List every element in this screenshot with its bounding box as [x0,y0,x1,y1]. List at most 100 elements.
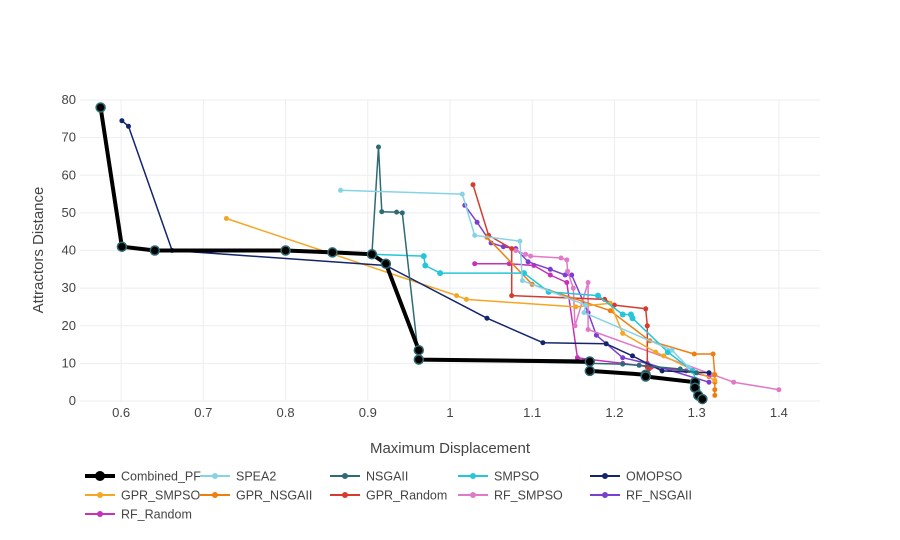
data-point-rf-random[interactable] [574,355,580,361]
data-point-smpso[interactable] [422,262,429,269]
data-point-rf-smpso[interactable] [776,387,782,393]
data-point-rf-smpso[interactable] [585,280,591,285]
data-point-nsgaii[interactable] [620,361,626,367]
data-point-rf-nsgaii[interactable] [569,272,575,278]
data-point-spea2[interactable] [583,302,589,308]
data-point-combined-pf[interactable] [327,247,338,258]
data-point-rf-smpso[interactable] [523,251,529,257]
data-point-gpr-smpso[interactable] [661,353,667,359]
data-point-smpso[interactable] [619,311,626,318]
data-point-rf-nsgaii[interactable] [562,272,568,278]
legend-item-gpr-smpso[interactable]: GPR_SMPSO [85,489,200,503]
data-point-gpr-smpso[interactable] [712,377,718,383]
data-point-combined-pf[interactable] [380,258,392,269]
data-point-combined-pf[interactable] [584,356,596,367]
legend-item-gpr-nsgaii[interactable]: GPR_NSGAII [200,489,312,503]
data-point-gpr-nsgaii[interactable] [607,308,613,314]
data-point-gpr-smpso[interactable] [653,349,659,355]
data-point-gpr-nsgaii[interactable] [712,372,718,378]
data-point-rf-random[interactable] [472,261,478,267]
data-point-nsgaii[interactable] [694,370,700,376]
data-point-omopso[interactable] [540,340,546,346]
data-point-spea2[interactable] [685,364,691,370]
data-point-rf-smpso[interactable] [572,323,578,329]
data-point-rf-smpso[interactable] [565,268,571,274]
data-point-combined-pf[interactable] [149,245,161,256]
data-point-nsgaii[interactable] [379,209,385,215]
data-point-spea2[interactable] [581,310,587,316]
data-point-combined-pf[interactable] [116,241,128,252]
legend-item-smpso[interactable]: SMPSO [458,470,539,484]
data-point-omopso[interactable] [659,368,665,374]
legend-item-gpr-random[interactable]: GPR_Random [330,489,447,503]
data-point-combined-pf[interactable] [413,344,425,356]
data-point-combined-pf[interactable] [280,245,291,256]
data-point-gpr-smpso[interactable] [573,304,579,310]
data-point-rf-smpso[interactable] [513,248,519,253]
data-point-spea2[interactable] [669,347,675,353]
data-point-rf-smpso[interactable] [528,253,534,259]
data-point-spea2[interactable] [517,238,523,244]
legend-item-rf-nsgaii[interactable]: RF_NSGAII [590,489,692,503]
data-point-rf-smpso[interactable] [731,379,737,385]
data-point-nsgaii[interactable] [636,362,642,368]
data-point-spea2[interactable] [338,187,344,193]
data-point-gpr-random[interactable] [509,293,515,299]
data-point-rf-nsgaii[interactable] [620,355,626,361]
data-point-nsgaii[interactable] [394,209,400,215]
legend-item-nsgaii[interactable]: NSGAII [330,470,408,484]
data-point-gpr-random[interactable] [643,306,649,312]
data-point-smpso[interactable] [664,349,671,356]
data-point-rf-nsgaii[interactable] [488,240,494,246]
data-point-combined-pf[interactable] [584,365,596,377]
data-point-omopso[interactable] [119,118,125,124]
data-point-nsgaii[interactable] [399,210,405,216]
data-point-omopso[interactable] [630,353,635,359]
data-point-combined-pf[interactable] [413,354,425,365]
data-point-gpr-smpso[interactable] [463,296,469,302]
data-point-gpr-smpso[interactable] [620,330,626,336]
data-point-rf-smpso[interactable] [558,255,564,261]
data-point-omopso[interactable] [484,315,490,321]
data-point-combined-pf[interactable] [366,249,378,260]
data-point-rf-nsgaii[interactable] [547,266,553,272]
data-point-rf-random[interactable] [547,272,553,278]
data-point-combined-pf[interactable] [697,393,708,405]
data-point-gpr-random[interactable] [509,246,515,252]
data-point-spea2[interactable] [472,232,478,238]
data-point-omopso[interactable] [706,370,712,376]
data-point-smpso[interactable] [629,315,636,322]
data-point-rf-nsgaii[interactable] [500,244,506,250]
data-point-nsgaii[interactable] [376,144,381,150]
data-point-gpr-random[interactable] [644,323,650,329]
legend-item-omopso[interactable]: OMOPSO [590,470,683,484]
legend-item-rf-smpso[interactable]: RF_SMPSO [458,489,563,503]
data-point-rf-nsgaii[interactable] [474,219,480,225]
data-point-rf-nsgaii[interactable] [706,379,712,385]
data-point-gpr-nsgaii[interactable] [710,351,716,357]
data-point-smpso[interactable] [420,253,427,260]
data-point-rf-smpso[interactable] [570,285,576,291]
data-point-gpr-nsgaii[interactable] [712,387,718,393]
data-point-spea2[interactable] [459,191,465,197]
data-point-rf-smpso[interactable] [585,327,591,332]
data-point-gpr-random[interactable] [602,296,608,302]
legend[interactable]: Combined_PF SPEA2 NSGAII SMPSO OMOPSO GPR_SMP… [85,470,692,522]
data-point-gpr-smpso[interactable] [223,216,229,221]
legend-item-spea2[interactable]: SPEA2 [200,470,276,484]
data-point-rf-smpso[interactable] [564,257,570,263]
data-point-combined-pf[interactable] [95,102,106,113]
data-point-combined-pf[interactable] [640,371,651,382]
data-point-omopso[interactable] [126,123,131,129]
data-point-smpso[interactable] [595,292,601,299]
data-point-gpr-random[interactable] [470,182,476,188]
data-point-rf-nsgaii[interactable] [525,259,531,265]
data-point-gpr-smpso[interactable] [454,293,460,299]
legend-item-combined-pf[interactable]: Combined_PF [85,470,201,484]
data-point-rf-nsgaii[interactable] [593,332,599,338]
data-point-nsgaii[interactable] [677,366,683,372]
legend-item-rf-random[interactable]: RF_Random [85,508,192,522]
data-point-omopso[interactable] [603,341,609,347]
data-point-gpr-nsgaii[interactable] [712,392,718,398]
data-point-smpso[interactable] [437,270,444,277]
